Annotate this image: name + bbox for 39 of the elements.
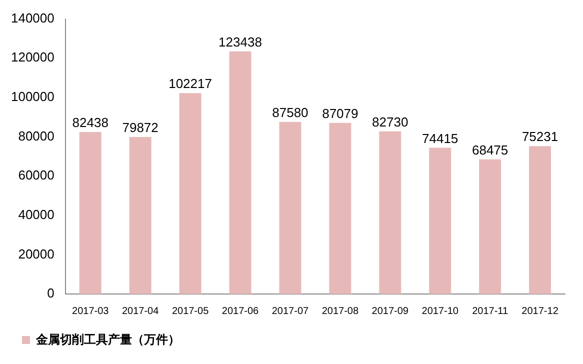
- bar: [429, 148, 452, 294]
- data-label: 87580: [272, 104, 308, 120]
- data-label: 79872: [122, 120, 158, 136]
- data-label: 82730: [372, 114, 408, 130]
- x-tick-label: 2017-09: [372, 306, 409, 317]
- x-tick-label: 2017-10: [422, 306, 459, 317]
- bar: [529, 146, 552, 294]
- x-tick-label: 2017-11: [472, 306, 508, 317]
- data-label: 74415: [422, 130, 458, 146]
- x-tick-label: 2017-12: [522, 306, 559, 317]
- x-tick-label: 2017-06: [222, 306, 260, 317]
- bar: [329, 122, 352, 294]
- y-tick-label: 80000: [18, 128, 54, 144]
- data-label: 82438: [72, 115, 108, 130]
- legend-label: 金属切削工具产量（万件）: [35, 332, 180, 346]
- x-tick-label: 2017-08: [322, 306, 359, 317]
- x-tick-label: 2017-07: [272, 306, 309, 317]
- data-label: 87079: [322, 106, 358, 121]
- data-label: 75231: [522, 129, 558, 144]
- bar: [129, 136, 152, 294]
- bar: [79, 132, 102, 294]
- y-tick-label: 20000: [18, 246, 54, 262]
- bar: [279, 122, 302, 294]
- x-tick-label: 2017-04: [122, 306, 160, 317]
- y-tick-label: 0: [47, 286, 54, 301]
- y-tick-label: 40000: [18, 206, 54, 222]
- bar: [229, 51, 252, 294]
- y-tick-label: 60000: [18, 168, 54, 183]
- bar: [379, 131, 402, 294]
- y-tick-label: 100000: [10, 89, 54, 104]
- x-tick-label: 2017-03: [72, 306, 110, 317]
- data-label: 68475: [472, 142, 508, 158]
- y-tick-label: 120000: [10, 50, 54, 65]
- data-label: 102217: [168, 76, 212, 92]
- data-label: 123438: [218, 34, 262, 50]
- bar: [179, 93, 202, 294]
- x-tick-label: 2017-05: [172, 306, 210, 317]
- y-tick-label: 140000: [10, 10, 54, 26]
- bar: [479, 159, 502, 294]
